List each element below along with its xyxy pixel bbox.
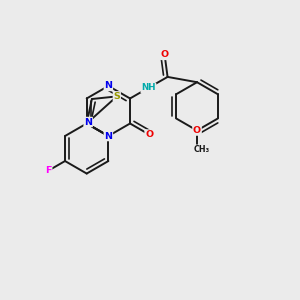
Text: O: O [160,50,169,59]
Text: CH₃: CH₃ [194,145,209,154]
Text: NH: NH [141,83,156,92]
Text: O: O [193,126,201,135]
Text: O: O [145,130,153,139]
Text: S: S [113,92,120,101]
Text: N: N [84,118,92,127]
Text: N: N [104,131,112,140]
Text: N: N [104,82,112,91]
Text: F: F [45,166,52,175]
